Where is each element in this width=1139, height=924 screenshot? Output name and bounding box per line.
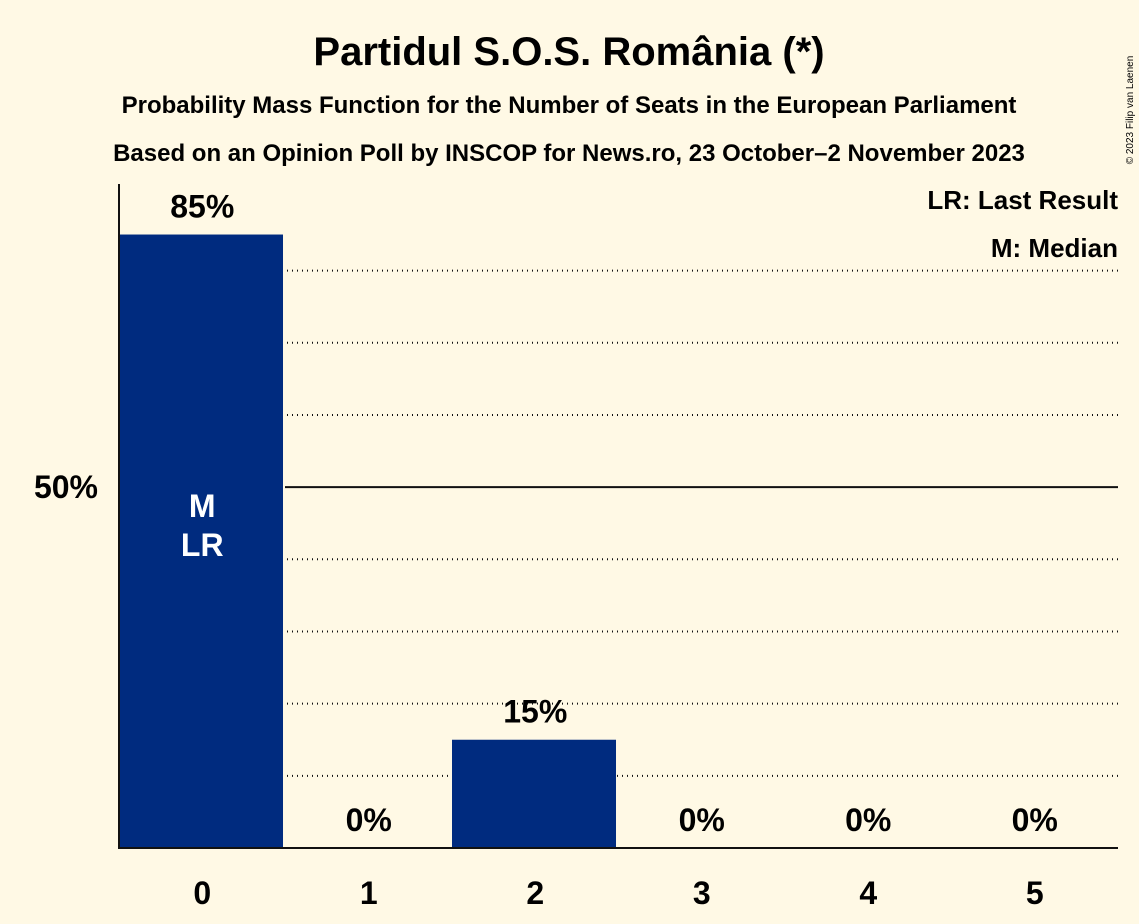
bar (452, 739, 617, 848)
legend-median: M: Median (991, 233, 1118, 263)
y-tick-label: 50% (34, 469, 98, 505)
value-label: 15% (503, 694, 567, 730)
value-label: 0% (1012, 802, 1058, 838)
x-tick-label: 2 (526, 875, 544, 911)
chart-subtitle-2: Based on an Opinion Poll by INSCOP for N… (113, 140, 1025, 167)
value-label: 85% (170, 189, 234, 225)
value-label: 0% (679, 802, 725, 838)
legend-last-result: LR: Last Result (927, 185, 1118, 215)
chart-title: Partidul S.O.S. România (*) (313, 30, 824, 74)
chart-subtitle-1: Probability Mass Function for the Number… (122, 92, 1017, 119)
x-tick-label: 5 (1026, 875, 1044, 911)
x-tick-label: 1 (360, 875, 378, 911)
bar (119, 234, 284, 849)
last-result-marker: LR (181, 527, 224, 563)
value-label: 0% (845, 802, 891, 838)
copyright-notice: © 2023 Filip van Laenen (1125, 56, 1136, 165)
x-tick-label: 3 (693, 875, 711, 911)
plot-area: 50% 85% 0 MLR 0% 1 15% 2 0% 3 0% 4 0% 5 (34, 184, 1118, 911)
value-label: 0% (346, 802, 392, 838)
x-tick-label: 0 (193, 875, 211, 911)
median-marker: M (189, 488, 216, 524)
x-tick-label: 4 (859, 875, 877, 911)
